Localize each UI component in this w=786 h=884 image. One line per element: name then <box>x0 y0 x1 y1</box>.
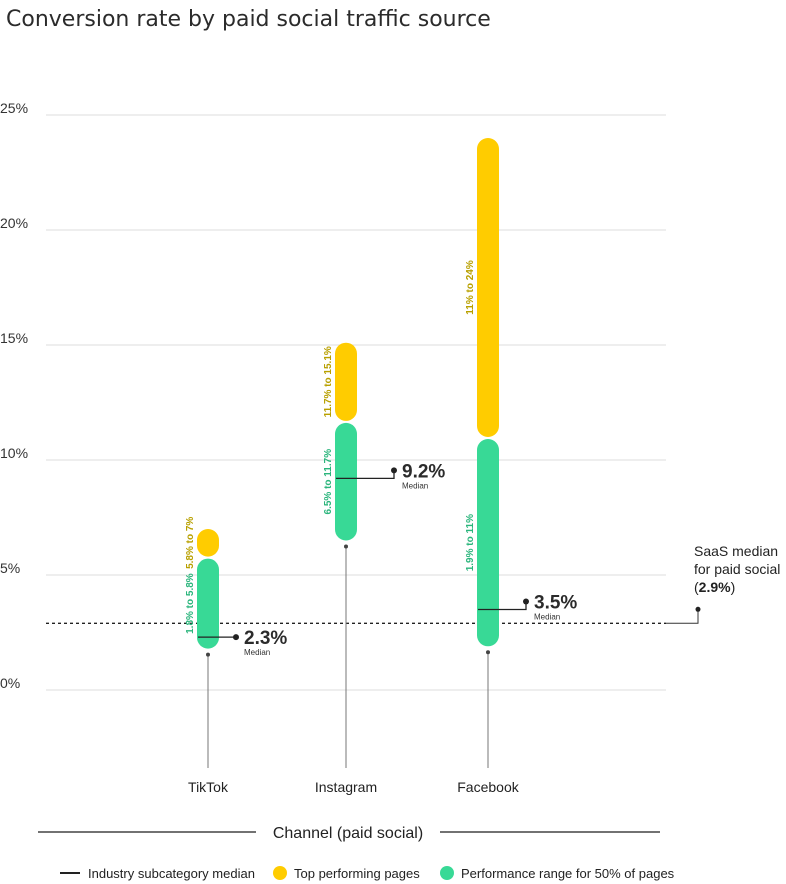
reference-label-close: ) <box>731 579 736 595</box>
legend-label-0: Industry subcategory median <box>88 866 255 881</box>
median-value: 2.3% <box>244 628 287 649</box>
legend-green-swatch <box>440 866 454 880</box>
top-range-label: 5.8% to 7% <box>185 517 196 569</box>
median-caption: Median <box>534 613 560 622</box>
bar-top-performing <box>477 138 499 437</box>
y-tick-label-5: 25% <box>0 100 28 116</box>
connector-dot <box>344 544 348 549</box>
x-tick-label-2: Facebook <box>457 779 519 795</box>
bar-top-performing <box>197 529 219 557</box>
x-tick-label-1: Instagram <box>315 779 377 795</box>
x-axis: Channel (paid social) <box>38 825 660 842</box>
y-tick-label-2: 10% <box>0 445 28 461</box>
legend-label-1: Top performing pages <box>294 866 420 881</box>
legend: Industry subcategory median Top performin… <box>60 866 675 881</box>
y-tick-label-4: 20% <box>0 215 28 231</box>
bar-performance-range <box>477 439 499 647</box>
median-dot <box>233 634 239 641</box>
bar-performance-range <box>335 422 357 541</box>
mid-range-label: 1.8% to 5.8% <box>185 573 196 634</box>
reference-leader <box>666 609 699 624</box>
x-axis-label: Channel (paid social) <box>273 825 423 842</box>
bar-top-performing <box>335 342 357 421</box>
reference-label-line1: SaaS median <box>694 543 778 559</box>
range-bars: 5.8% to 7%1.8% to 5.8%2.3%MedianTikTok11… <box>185 138 577 795</box>
y-tick-label-3: 15% <box>0 330 28 346</box>
saas-median-reference: SaaS median for paid social (2.9%) <box>46 543 780 624</box>
top-range-label: 11.7% to 15.1% <box>323 346 334 417</box>
reference-label-line2: for paid social <box>694 561 780 577</box>
bar-performance-range <box>197 558 219 649</box>
legend-yellow-swatch <box>273 866 287 880</box>
top-range-label: 11% to 24% <box>465 260 476 315</box>
reference-label-value: 2.9% <box>699 579 731 595</box>
category-facebook: 11% to 24% 1.9% to 11% 3.5%Median Facebook <box>457 138 577 795</box>
reference-leader-dot <box>695 606 701 612</box>
reference-label-open: ( <box>694 579 699 595</box>
y-axis-ticks: 0% 5% 10% 15% 20% 25% <box>0 100 28 691</box>
category-tiktok: 5.8% to 7% 1.8% to 5.8% 2.3%Median TikTok <box>185 517 287 795</box>
median-dot <box>523 598 529 605</box>
connector-dot <box>206 652 210 657</box>
y-tick-label-0: 0% <box>0 675 20 691</box>
chart-title: Conversion rate by paid social traffic s… <box>6 7 491 32</box>
reference-label-line3: (2.9%) <box>694 579 735 595</box>
median-value: 3.5% <box>534 593 577 614</box>
mid-range-label: 6.5% to 11.7% <box>323 449 334 515</box>
x-tick-label-0: TikTok <box>188 779 229 795</box>
connector-dot <box>486 650 490 655</box>
category-instagram: 11.7% to 15.1% 6.5% to 11.7% 9.2%Median Ins… <box>315 342 445 795</box>
legend-label-2: Performance range for 50% of pages <box>461 866 675 881</box>
median-caption: Median <box>244 648 270 657</box>
median-dot <box>391 467 397 474</box>
median-value: 9.2% <box>402 461 445 482</box>
median-caption: Median <box>402 481 428 490</box>
mid-range-label: 1.9% to 11% <box>465 514 476 571</box>
y-tick-label-1: 5% <box>0 560 20 576</box>
